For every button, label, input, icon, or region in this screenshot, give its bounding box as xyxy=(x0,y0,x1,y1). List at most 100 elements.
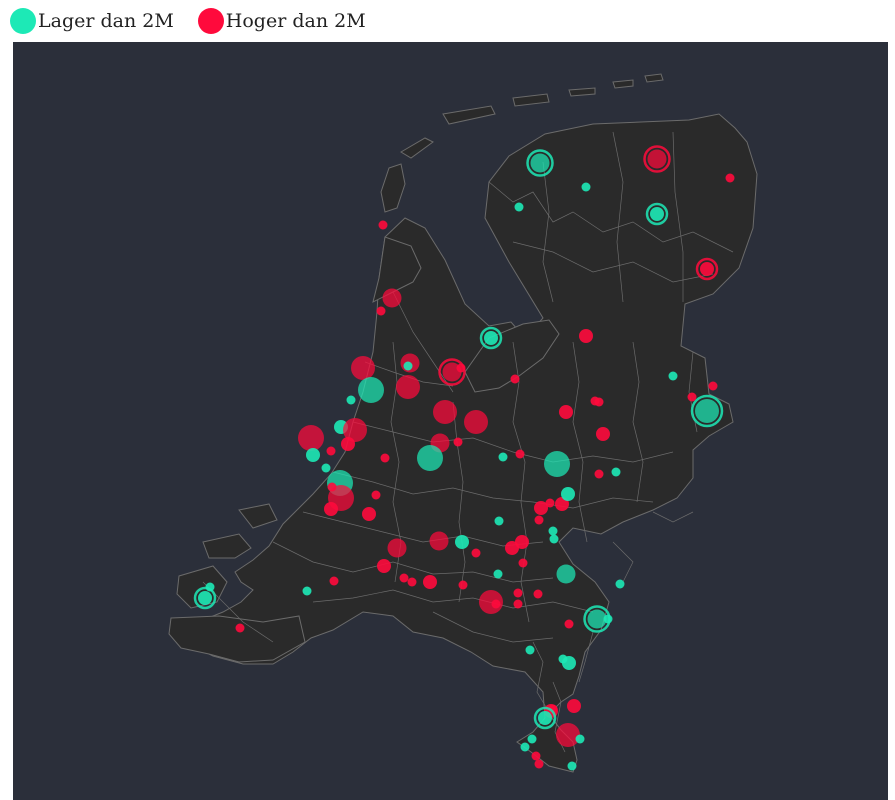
terschelling-island xyxy=(442,105,496,125)
marker-higher-than-2m[interactable] xyxy=(329,576,339,586)
municipality-border xyxy=(352,421,674,463)
marker-lower-than-2m[interactable] xyxy=(575,734,585,744)
marker-lower-than-2m[interactable] xyxy=(611,467,621,477)
marker-higher-than-2m[interactable] xyxy=(725,173,735,183)
marker-lower-than-2m[interactable] xyxy=(346,395,356,405)
marker-higher-than-2m[interactable] xyxy=(442,362,462,382)
marker-higher-than-2m[interactable] xyxy=(594,469,604,479)
marker-lower-than-2m[interactable] xyxy=(538,711,552,725)
marker-higher-than-2m[interactable] xyxy=(534,515,544,525)
marker-higher-than-2m[interactable] xyxy=(327,482,337,492)
marker-higher-than-2m[interactable] xyxy=(647,149,667,169)
marker-lower-than-2m[interactable] xyxy=(306,448,320,462)
marker-higher-than-2m[interactable] xyxy=(343,418,367,442)
marker-higher-than-2m[interactable] xyxy=(533,589,543,599)
marker-higher-than-2m[interactable] xyxy=(564,619,574,629)
marker-lower-than-2m[interactable] xyxy=(587,609,607,629)
marker-higher-than-2m[interactable] xyxy=(567,699,581,713)
marker-higher-than-2m[interactable] xyxy=(513,588,523,598)
marker-higher-than-2m[interactable] xyxy=(464,410,488,434)
marker-higher-than-2m[interactable] xyxy=(423,575,437,589)
rottumeroog-island xyxy=(612,79,634,89)
marker-lower-than-2m[interactable] xyxy=(514,202,524,212)
marker-lower-than-2m[interactable] xyxy=(668,371,678,381)
marker-higher-than-2m[interactable] xyxy=(396,375,420,399)
marker-higher-than-2m[interactable] xyxy=(534,759,544,769)
marker-higher-than-2m[interactable] xyxy=(326,446,336,456)
marker-higher-than-2m[interactable] xyxy=(579,329,593,343)
marker-lower-than-2m[interactable] xyxy=(527,734,537,744)
marker-lower-than-2m[interactable] xyxy=(403,361,413,371)
marker-higher-than-2m[interactable] xyxy=(371,490,381,500)
netherlands-map[interactable] xyxy=(13,42,888,800)
marker-ring xyxy=(695,257,719,281)
marker-higher-than-2m[interactable] xyxy=(518,558,528,568)
marker-lower-than-2m[interactable] xyxy=(530,153,550,173)
marker-higher-than-2m[interactable] xyxy=(362,507,376,521)
marker-higher-than-2m[interactable] xyxy=(556,723,580,747)
marker-higher-than-2m[interactable] xyxy=(513,599,523,609)
marker-higher-than-2m[interactable] xyxy=(377,559,391,573)
marker-lower-than-2m[interactable] xyxy=(494,516,504,526)
marker-higher-than-2m[interactable] xyxy=(510,374,520,384)
marker-lower-than-2m[interactable] xyxy=(205,582,215,592)
marker-lower-than-2m[interactable] xyxy=(417,445,443,471)
municipality-border xyxy=(572,341,588,543)
marker-higher-than-2m[interactable] xyxy=(700,262,714,276)
marker-higher-than-2m[interactable] xyxy=(380,453,390,463)
marker-lower-than-2m[interactable] xyxy=(358,377,384,403)
marker-higher-than-2m[interactable] xyxy=(531,751,541,761)
marker-lower-than-2m[interactable] xyxy=(484,331,498,345)
marker-lower-than-2m[interactable] xyxy=(455,535,469,549)
marker-lower-than-2m[interactable] xyxy=(321,463,331,473)
legend-item-lower[interactable]: Lager dan 2M xyxy=(10,8,174,34)
marker-lower-than-2m[interactable] xyxy=(558,654,568,664)
marker-higher-than-2m[interactable] xyxy=(545,498,555,508)
marker-lower-than-2m[interactable] xyxy=(549,534,559,544)
marker-lower-than-2m[interactable] xyxy=(567,761,577,771)
marker-higher-than-2m[interactable] xyxy=(298,425,324,451)
marker-lower-than-2m[interactable] xyxy=(493,569,503,579)
marker-higher-than-2m[interactable] xyxy=(378,220,388,230)
marker-higher-than-2m[interactable] xyxy=(687,392,697,402)
marker-lower-than-2m[interactable] xyxy=(198,591,212,605)
marker-higher-than-2m[interactable] xyxy=(399,573,409,583)
marker-higher-than-2m[interactable] xyxy=(596,427,610,441)
marker-lower-than-2m[interactable] xyxy=(695,399,719,423)
marker-higher-than-2m[interactable] xyxy=(708,381,718,391)
marker-lower-than-2m[interactable] xyxy=(498,452,508,462)
marker-higher-than-2m[interactable] xyxy=(235,623,245,633)
marker-lower-than-2m[interactable] xyxy=(302,586,312,596)
marker-higher-than-2m[interactable] xyxy=(351,356,375,380)
legend-label-higher: Hoger dan 2M xyxy=(225,10,366,32)
marker-lower-than-2m[interactable] xyxy=(525,645,535,655)
marker-higher-than-2m[interactable] xyxy=(324,502,338,516)
marker-lower-than-2m[interactable] xyxy=(615,579,625,589)
marker-lower-than-2m[interactable] xyxy=(581,182,591,192)
marker-lower-than-2m[interactable] xyxy=(650,207,664,221)
marker-higher-than-2m[interactable] xyxy=(382,288,402,308)
ameland-island xyxy=(512,93,550,107)
marker-lower-than-2m[interactable] xyxy=(548,526,558,536)
marker-higher-than-2m[interactable] xyxy=(515,535,529,549)
marker-higher-than-2m[interactable] xyxy=(458,580,468,590)
marker-lower-than-2m[interactable] xyxy=(544,451,570,477)
map-panel[interactable] xyxy=(13,42,888,800)
marker-lower-than-2m[interactable] xyxy=(561,487,575,501)
marker-lower-than-2m[interactable] xyxy=(556,564,576,584)
marker-lower-than-2m[interactable] xyxy=(520,742,530,752)
marker-higher-than-2m[interactable] xyxy=(453,437,463,447)
legend-item-higher[interactable]: Hoger dan 2M xyxy=(197,8,366,34)
marker-higher-than-2m[interactable] xyxy=(534,501,548,515)
marker-higher-than-2m[interactable] xyxy=(515,449,525,459)
marker-higher-than-2m[interactable] xyxy=(376,306,386,316)
marker-higher-than-2m[interactable] xyxy=(433,400,457,424)
marker-higher-than-2m[interactable] xyxy=(407,577,417,587)
marker-higher-than-2m[interactable] xyxy=(479,590,503,614)
marker-higher-than-2m[interactable] xyxy=(559,405,573,419)
marker-higher-than-2m[interactable] xyxy=(590,396,600,406)
marker-higher-than-2m[interactable] xyxy=(429,531,449,551)
marker-ring xyxy=(479,326,503,350)
marker-higher-than-2m[interactable] xyxy=(471,548,481,558)
marker-higher-than-2m[interactable] xyxy=(387,538,407,558)
